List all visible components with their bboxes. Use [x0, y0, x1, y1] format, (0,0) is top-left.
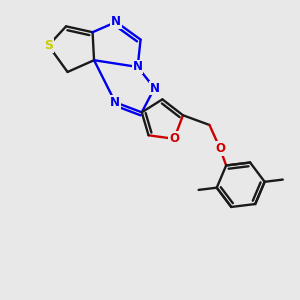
Text: O: O [215, 142, 225, 155]
Text: N: N [133, 61, 142, 74]
Text: N: N [149, 82, 159, 95]
Text: N: N [111, 15, 121, 28]
Text: O: O [169, 132, 179, 145]
Text: N: N [110, 96, 120, 109]
Text: S: S [44, 39, 53, 52]
